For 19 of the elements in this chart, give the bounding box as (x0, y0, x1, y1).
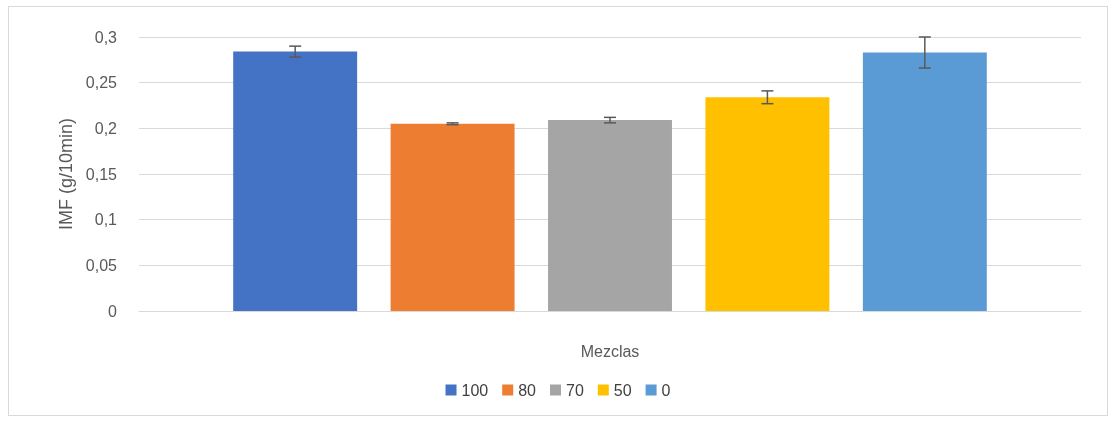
y-tick-label: 0,3 (94, 28, 118, 46)
legend-label: 100 (461, 381, 489, 399)
legend-label: 50 (613, 381, 632, 399)
y-axis-title: IMF (g/10min) (55, 117, 76, 231)
y-tick-label: 0,2 (94, 119, 118, 137)
y-tick-label: 0,15 (85, 165, 118, 183)
bar (233, 51, 358, 311)
y-tick-label: 0 (108, 302, 118, 320)
bar (705, 97, 830, 311)
bar (548, 120, 672, 311)
y-tick-label: 0,25 (85, 74, 118, 92)
x-axis-title: Mezclas (580, 342, 640, 360)
legend-label: 0 (661, 381, 671, 399)
y-tick-label: 0,05 (85, 256, 118, 274)
legend-label: 70 (566, 381, 584, 399)
bar (862, 52, 987, 311)
y-tick-label: 0,1 (94, 211, 118, 229)
legend-label: 80 (518, 381, 537, 399)
bar (390, 123, 515, 311)
